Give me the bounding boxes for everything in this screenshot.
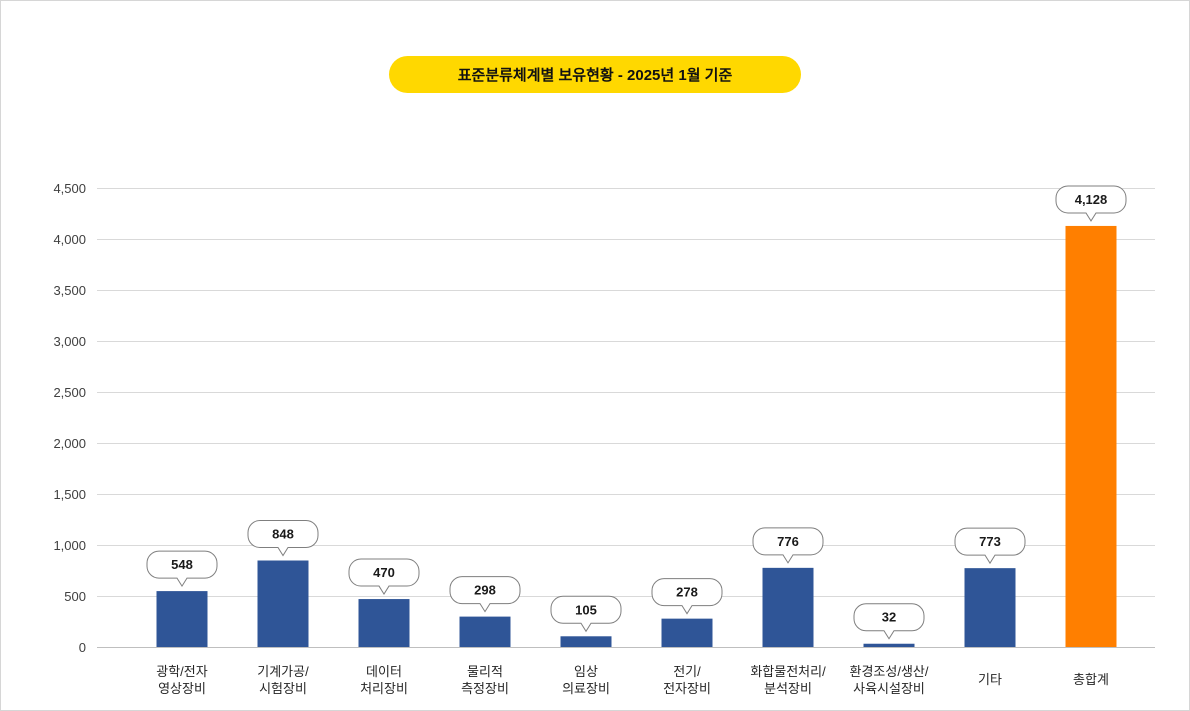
chart-title: 표준분류체계별 보유현황 - 2025년 1월 기준 bbox=[457, 67, 733, 84]
x-tick-label-line: 기타 bbox=[978, 672, 1002, 687]
data-label-value: 32 bbox=[882, 610, 896, 625]
y-tick-label: 1,500 bbox=[53, 487, 86, 502]
x-tick-label-line: 총합계 bbox=[1073, 672, 1109, 687]
chart-title-pill: 표준분류체계별 보유현황 - 2025년 1월 기준 bbox=[389, 56, 801, 93]
x-tick-label-line: 시험장비 bbox=[259, 681, 307, 696]
y-tick-label: 4,500 bbox=[53, 181, 86, 196]
x-tick-label: 기계가공/시험장비 bbox=[257, 664, 309, 696]
x-tick-label-line: 영상장비 bbox=[158, 681, 206, 696]
x-tick-label: 환경조성/생산/사육시설장비 bbox=[850, 664, 929, 696]
data-label: 4,128 bbox=[1055, 185, 1127, 222]
data-labels: 548 848 470 298 105 278 776 32 773 4,128 bbox=[146, 185, 1127, 640]
data-label: 278 bbox=[651, 578, 723, 615]
data-label-bubble bbox=[954, 527, 1026, 565]
y-tick-label: 4,000 bbox=[53, 232, 86, 247]
data-label-bubble bbox=[550, 595, 622, 633]
x-tick-label-line: 분석장비 bbox=[764, 681, 812, 696]
data-label-value: 848 bbox=[272, 527, 294, 542]
x-tick-label-line: 전기/ bbox=[673, 664, 701, 679]
bar bbox=[257, 560, 309, 647]
bar bbox=[358, 599, 410, 647]
x-tick-label-line: 물리적 bbox=[467, 664, 503, 679]
bar bbox=[863, 643, 915, 647]
x-tick-label-line: 광학/전자 bbox=[156, 664, 207, 679]
data-label-value: 776 bbox=[777, 534, 799, 549]
bar-total bbox=[1065, 225, 1117, 647]
y-tick-label: 1,000 bbox=[53, 538, 86, 553]
y-axis-labels: 0 500 1,000 1,500 2,000 2,500 3,000 3,500 4,000 4… bbox=[53, 181, 86, 655]
x-tick-label-line: 의료장비 bbox=[562, 681, 610, 696]
x-tick-label-line: 화합물전처리/ bbox=[750, 664, 826, 679]
bar bbox=[661, 618, 713, 647]
bar bbox=[459, 616, 511, 647]
x-tick-label: 총합계 bbox=[1073, 672, 1109, 687]
y-tick-label: 500 bbox=[64, 589, 86, 604]
data-label-bubble bbox=[449, 576, 521, 613]
data-label-bubble bbox=[146, 550, 218, 588]
y-tick-label: 3,500 bbox=[53, 283, 86, 298]
bar bbox=[156, 591, 208, 647]
data-label: 773 bbox=[954, 527, 1026, 565]
data-label-value: 298 bbox=[474, 583, 496, 598]
bar bbox=[560, 636, 612, 647]
data-label: 105 bbox=[550, 595, 622, 633]
y-tick-label: 3,000 bbox=[53, 334, 86, 349]
x-tick-label-line: 전자장비 bbox=[663, 681, 711, 696]
data-label-bubble bbox=[651, 578, 723, 615]
y-tick-label: 0 bbox=[79, 640, 86, 655]
data-label: 470 bbox=[348, 558, 420, 596]
x-tick-label: 전기/전자장비 bbox=[663, 664, 711, 696]
bar bbox=[762, 567, 814, 647]
x-tick-label-line: 임상 bbox=[574, 664, 598, 679]
data-label-value: 278 bbox=[676, 585, 698, 600]
x-tick-label-line: 사육시설장비 bbox=[853, 681, 925, 696]
data-label: 548 bbox=[146, 550, 218, 588]
x-tick-label-line: 처리장비 bbox=[360, 681, 408, 696]
data-label-bubble bbox=[247, 520, 319, 557]
data-label: 776 bbox=[752, 527, 824, 564]
data-label-value: 105 bbox=[575, 602, 597, 617]
data-label: 32 bbox=[853, 603, 925, 640]
x-tick-label: 화합물전처리/분석장비 bbox=[750, 664, 826, 696]
data-label-value: 773 bbox=[979, 534, 1001, 549]
bars bbox=[156, 225, 1117, 647]
x-tick-label: 기타 bbox=[978, 672, 1002, 687]
data-label-bubble bbox=[752, 527, 824, 564]
x-tick-label-line: 환경조성/생산/ bbox=[850, 664, 929, 679]
data-label-bubble bbox=[853, 603, 925, 640]
x-tick-label-line: 데이터 bbox=[366, 664, 402, 679]
data-label-bubble bbox=[1055, 185, 1127, 222]
data-label-value: 548 bbox=[171, 557, 193, 572]
y-tick-label: 2,000 bbox=[53, 436, 86, 451]
data-label: 298 bbox=[449, 576, 521, 613]
x-tick-label-line: 측정장비 bbox=[461, 681, 509, 696]
data-label-bubble bbox=[348, 558, 420, 596]
data-label-value: 4,128 bbox=[1075, 192, 1108, 207]
data-label-value: 470 bbox=[373, 565, 395, 580]
data-label: 848 bbox=[247, 520, 319, 557]
y-tick-label: 2,500 bbox=[53, 385, 86, 400]
bar bbox=[964, 568, 1016, 647]
x-tick-label-line: 기계가공/ bbox=[257, 664, 309, 679]
